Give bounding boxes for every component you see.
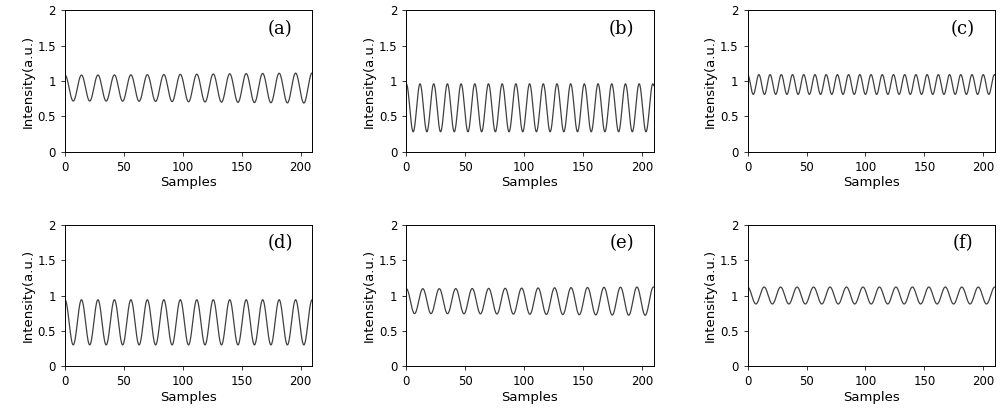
Y-axis label: Intensity(a.u.): Intensity(a.u.) [704, 35, 717, 128]
Text: (f): (f) [953, 234, 973, 252]
Y-axis label: Intensity(a.u.): Intensity(a.u.) [22, 35, 35, 128]
X-axis label: Samples: Samples [502, 176, 558, 189]
X-axis label: Samples: Samples [502, 391, 558, 404]
X-axis label: Samples: Samples [843, 176, 900, 189]
X-axis label: Samples: Samples [843, 391, 900, 404]
Y-axis label: Intensity(a.u.): Intensity(a.u.) [704, 249, 717, 342]
Y-axis label: Intensity(a.u.): Intensity(a.u.) [22, 249, 35, 342]
Y-axis label: Intensity(a.u.): Intensity(a.u.) [363, 35, 376, 128]
X-axis label: Samples: Samples [160, 176, 217, 189]
Y-axis label: Intensity(a.u.): Intensity(a.u.) [363, 249, 376, 342]
Text: (d): (d) [267, 234, 293, 252]
Text: (a): (a) [268, 20, 293, 38]
Text: (e): (e) [609, 234, 634, 252]
X-axis label: Samples: Samples [160, 391, 217, 404]
Text: (b): (b) [609, 20, 634, 38]
Text: (c): (c) [951, 20, 975, 38]
